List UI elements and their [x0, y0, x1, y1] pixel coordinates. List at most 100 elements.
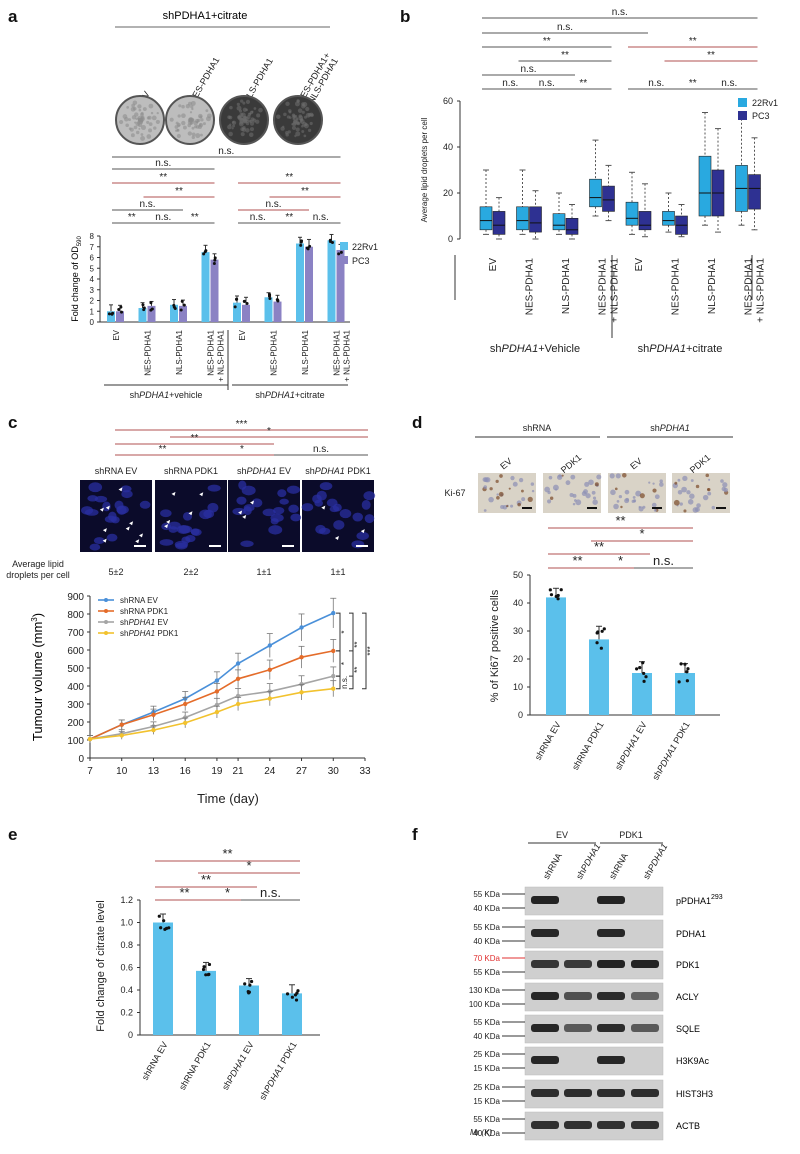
y-tick-label: 200	[67, 718, 84, 729]
group-label: shPDHA1+Vehicle	[490, 343, 580, 355]
y-tick-label: 3	[90, 286, 95, 295]
box-PC3	[638, 211, 652, 231]
cell-stain	[648, 481, 651, 484]
data-point	[268, 296, 272, 300]
nucleus	[286, 485, 301, 494]
blot-band	[631, 992, 659, 1000]
bar-PC3	[242, 304, 250, 322]
data-point	[235, 661, 241, 666]
y-axis-title: Tumour volume (mm3)	[30, 613, 45, 741]
lane-label: shPDHA1	[641, 842, 669, 881]
data-point	[204, 249, 208, 253]
plate-colony	[135, 130, 140, 135]
panel-e-significance: ******* * n.s.	[155, 846, 300, 901]
sig-bracket-label: *	[618, 553, 623, 568]
data-point	[87, 736, 93, 742]
plate-colony	[178, 104, 182, 108]
cell-stain	[572, 502, 576, 506]
blot-band	[531, 1056, 559, 1064]
line-shRNA-PDK1	[89, 650, 334, 740]
sig-bracket-label: n.s.	[218, 146, 234, 157]
x-tick-label: NES-PDHA1	[270, 329, 279, 375]
nucleus	[333, 520, 345, 530]
data-point	[164, 926, 169, 930]
plate-colony	[241, 127, 247, 132]
cell-stain	[521, 489, 524, 493]
lipid-header: Average lipid	[12, 559, 64, 569]
sig-bracket-label: **	[561, 50, 569, 61]
blot-band	[531, 1089, 559, 1097]
plate-colony	[119, 119, 124, 125]
bar-22Rv1	[201, 252, 210, 322]
side-bracket	[349, 612, 354, 677]
plate-colony	[240, 112, 246, 118]
panel-a: a shPDHA1+citrate EVNES-PDHA1NLS-PDHA1NE…	[8, 7, 378, 400]
x-axis-title: Time (day)	[197, 791, 259, 806]
bar-22Rv1	[170, 304, 178, 322]
bar	[239, 985, 259, 1035]
y-tick-label: 20	[443, 188, 453, 198]
legend-label: shPDHA1 EV	[120, 618, 169, 627]
sig-bracket-label: **	[285, 212, 293, 223]
cell-stain	[561, 474, 564, 477]
sig-bracket-label: **	[159, 444, 167, 455]
blot-band	[597, 992, 625, 1000]
sig-bracket-label: n.s.	[155, 212, 171, 223]
plate-colony	[140, 122, 143, 125]
plate-colony	[207, 113, 212, 119]
y-tick-label: 700	[67, 628, 84, 639]
blot-band	[631, 1121, 659, 1129]
data-point	[685, 679, 689, 683]
bar-22Rv1	[264, 297, 273, 322]
panel-c-chart: 0 100 200 300 400 500 600 700 800 900 7 10 13 16 19 21 2…	[30, 592, 375, 806]
nucleus	[94, 495, 108, 503]
arrowhead-marker	[334, 536, 339, 541]
bar	[589, 639, 609, 715]
plate-colony	[283, 112, 287, 117]
sig-bracket-label: n.s.	[250, 212, 266, 223]
plate-colony	[251, 110, 254, 113]
cell-stain	[565, 480, 571, 486]
plate-colony	[181, 113, 186, 119]
data-point	[644, 675, 648, 679]
plate-colony	[177, 114, 181, 118]
plate-colony	[288, 116, 292, 119]
blot-band	[564, 1024, 592, 1032]
plate-colony	[307, 128, 312, 133]
data-point	[339, 250, 343, 254]
x-tick-label: EV	[112, 329, 121, 340]
panel-d-label: d	[412, 413, 422, 432]
lipid-header: droplets per cell	[6, 570, 70, 580]
cell-stain	[625, 497, 630, 502]
plate-colony	[153, 126, 157, 130]
panel-b-chart: 0 20 40 60 Average lipid droplets per cell EV…	[420, 96, 778, 355]
legend-label: 22Rv1	[752, 98, 778, 108]
marker-label: 25 KDa	[473, 1050, 500, 1059]
data-point	[602, 627, 606, 631]
data-point	[245, 302, 249, 306]
plate-colony	[126, 106, 130, 109]
data-point	[180, 299, 184, 303]
cell-stain	[686, 490, 691, 495]
bar	[282, 993, 302, 1035]
bar-22Rv1	[233, 302, 241, 322]
plate-colony	[155, 119, 160, 125]
plate-colony	[189, 111, 193, 114]
microscopy-image	[302, 480, 374, 552]
sig-bracket-label: n.s.	[520, 64, 536, 75]
plate-colony	[292, 122, 297, 127]
data-point	[214, 709, 220, 715]
image-label: shRNA EV	[95, 466, 138, 476]
sig-bracket-label: n.s.	[653, 553, 674, 568]
data-point	[331, 610, 336, 616]
cell-stain	[610, 489, 616, 496]
col-label: EV	[498, 456, 514, 471]
plate-colony	[229, 105, 233, 110]
plate-colony	[236, 102, 240, 106]
y-tick-label: 6	[90, 254, 95, 263]
nucleus	[364, 514, 375, 524]
x-tick-label: + NLS-PDHA1	[756, 258, 767, 323]
sig-bracket-label: **	[222, 846, 232, 861]
data-point	[214, 678, 220, 683]
bar-22Rv1	[327, 240, 336, 322]
